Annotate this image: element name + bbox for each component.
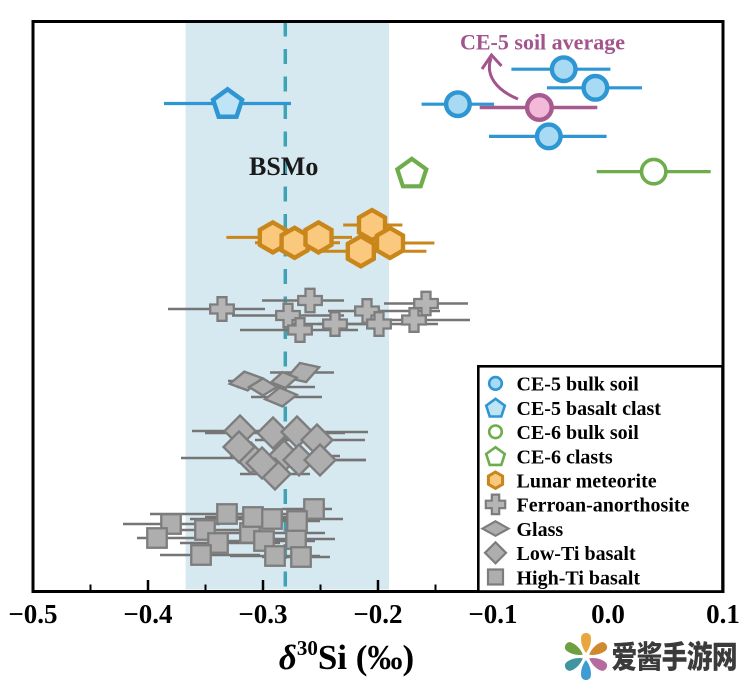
svg-text:CE-5 soil average: CE-5 soil average [460,30,625,55]
svg-text:High-Ti basalt: High-Ti basalt [517,567,641,589]
svg-text:CE-6 clasts: CE-6 clasts [517,446,613,468]
svg-text:Low-Ti basalt: Low-Ti basalt [517,543,636,565]
svg-text:Ferroan-anorthosite: Ferroan-anorthosite [517,495,690,517]
svg-text:0.0: 0.0 [591,599,625,629]
svg-text:Glass: Glass [517,519,564,541]
svg-text:Lunar meteorite: Lunar meteorite [517,471,657,493]
svg-text:−0.3: −0.3 [238,599,287,629]
svg-text:−0.1: −0.1 [468,599,517,629]
svg-text:−0.2: −0.2 [353,599,402,629]
svg-text:CE-5 bulk soil: CE-5 bulk soil [517,374,640,396]
svg-text:BSMo: BSMo [249,152,318,181]
svg-text:−0.4: −0.4 [123,599,172,629]
svg-text:CE-5 basalt clast: CE-5 basalt clast [517,398,662,420]
svg-text:CE-6 bulk soil: CE-6 bulk soil [517,422,640,444]
svg-text:δ30Si (‰): δ30Si (‰) [279,636,414,677]
svg-text:−0.5: −0.5 [8,599,57,629]
svg-text:0.1: 0.1 [706,599,740,629]
